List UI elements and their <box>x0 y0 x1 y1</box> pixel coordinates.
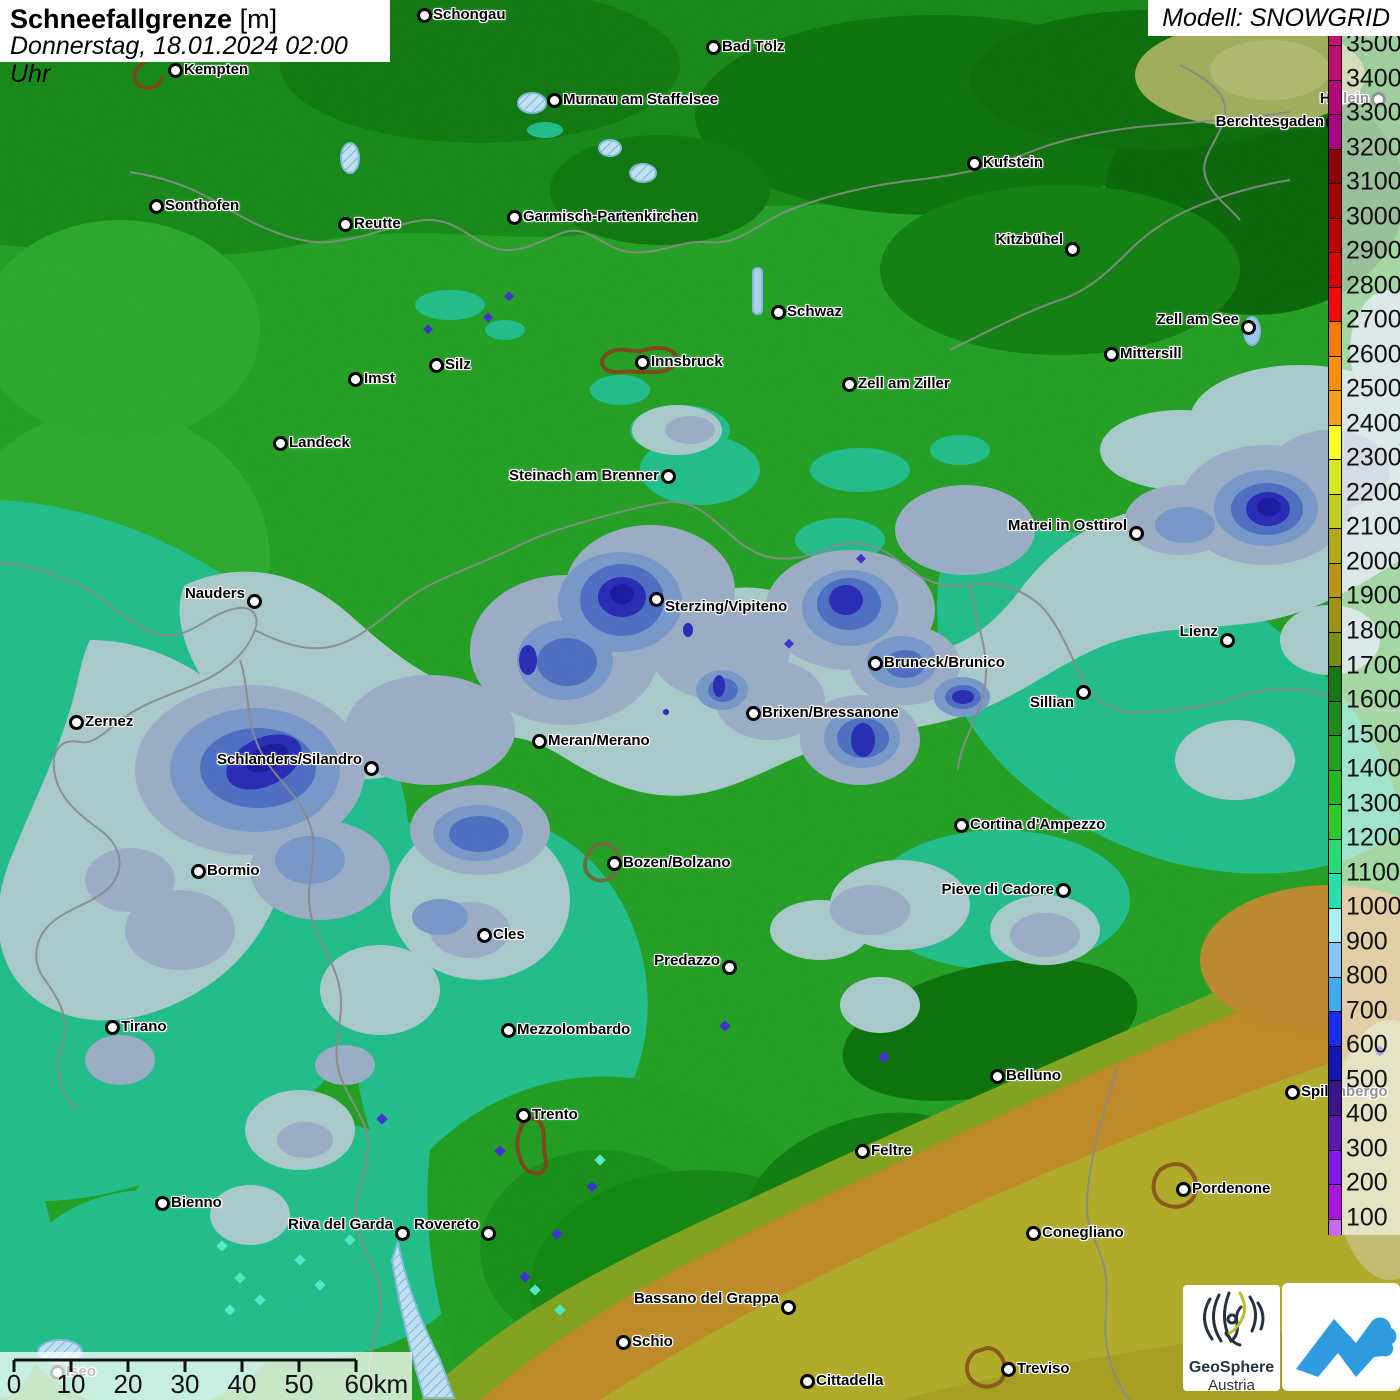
lake-achensee <box>752 267 763 315</box>
title-parameter: Schneefallgrenze <box>10 4 233 34</box>
title-timestamp: Donnerstag, 18.01.2024 02:00 Uhr <box>10 32 348 88</box>
pordenone-boundary <box>1151 1162 1199 1209</box>
treviso-boundary <box>965 1346 1007 1389</box>
title-unit: [m] <box>232 4 278 34</box>
model-box: Modell: SNOWGRID <box>1148 0 1400 36</box>
trento-boundary <box>515 1116 548 1176</box>
geosphere-waves-icon <box>1202 1291 1264 1347</box>
poi-diamonds-cyan <box>216 1154 606 1316</box>
city-boundary-outlines <box>132 58 1199 1389</box>
lake-forggensee <box>340 142 360 174</box>
geosphere-name: GeoSphere <box>1188 1359 1275 1376</box>
scale-bar: 0 10 20 30 40 50 60km <box>0 1352 412 1400</box>
lake-staffelsee <box>517 92 547 114</box>
scale-bar-label: 30 <box>170 1369 200 1399</box>
lake-zellersee <box>1243 316 1261 346</box>
page-title: Schneefallgrenze [m] <box>10 5 382 33</box>
title-box: Schneefallgrenze [m] Donnerstag, 18.01.2… <box>0 0 390 88</box>
model-label: Modell: SNOWGRID <box>1162 4 1390 32</box>
geosphere-logo-box: GeoSphere Austria <box>1183 1285 1280 1394</box>
innsbruck-boundary <box>599 345 679 375</box>
kempten-boundary <box>132 58 164 91</box>
lake-garda <box>390 1241 456 1399</box>
geosphere-country: Austria <box>1208 1377 1255 1394</box>
scale-bar-label: 0 <box>6 1369 22 1399</box>
bozen-boundary <box>583 841 622 883</box>
scale-bar-label: 10 <box>56 1369 86 1399</box>
scale-bar-label: 20 <box>113 1369 143 1399</box>
scale-bar-label: 60km <box>344 1369 409 1399</box>
scale-bar-ticks <box>12 1360 358 1372</box>
partner-logo-box <box>1282 1283 1400 1391</box>
scale-bar-ruler <box>12 1358 358 1372</box>
mountain-cloud-icon <box>1296 1317 1397 1377</box>
scale-bar-label: 40 <box>227 1369 257 1399</box>
scale-bar-label: 50 <box>284 1369 314 1399</box>
border-lines <box>0 64 1400 1400</box>
lakes <box>37 92 1261 1399</box>
